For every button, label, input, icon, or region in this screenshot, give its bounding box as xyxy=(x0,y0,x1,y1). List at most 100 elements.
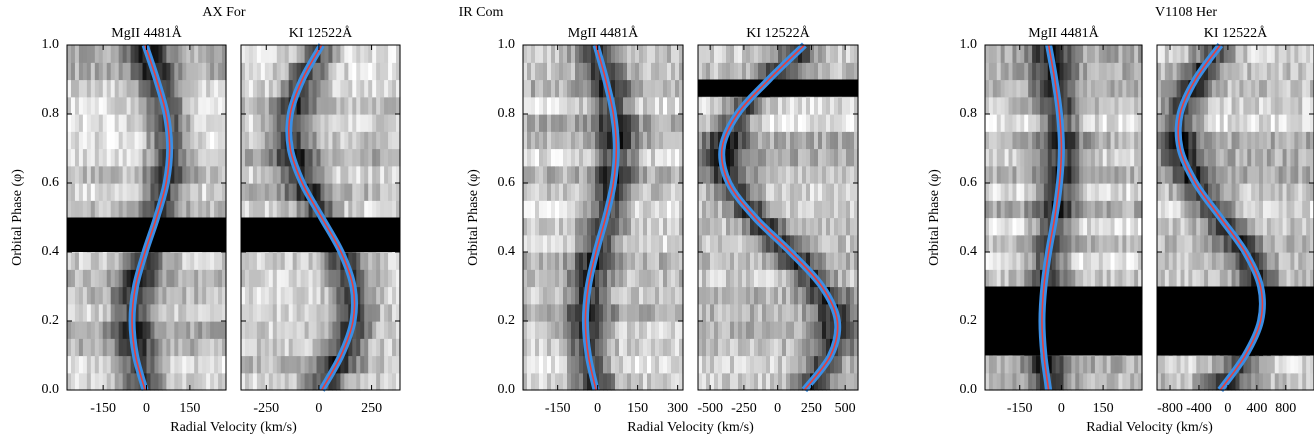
spectrum-pixel xyxy=(758,286,763,305)
spectrum-pixel xyxy=(750,114,755,132)
spectrum-pixel xyxy=(118,200,124,219)
spectrum-pixel xyxy=(90,165,96,184)
spectrum-pixel xyxy=(734,303,739,322)
spectrum-pixel xyxy=(332,252,337,270)
spectrum-pixel xyxy=(575,165,580,184)
spectrum-pixel xyxy=(110,286,116,305)
spectrum-pixel xyxy=(1098,269,1104,288)
spectrum-pixel xyxy=(158,62,163,81)
spectrum-pixel xyxy=(710,131,715,150)
spectrum-pixel xyxy=(659,338,664,357)
panel-subtitle: MgII 4481Å xyxy=(568,25,639,41)
spectrum-pixel xyxy=(555,372,560,391)
spectrum-pixel xyxy=(170,252,175,270)
spectrum-pixel xyxy=(1118,372,1123,391)
spectrum-pixel xyxy=(623,321,628,339)
spectrum-pixel xyxy=(647,114,652,132)
spectrum-pixel xyxy=(794,303,799,322)
spectrum-pixel xyxy=(336,79,341,98)
fit-curve xyxy=(131,44,171,391)
spectrum-pixel xyxy=(1083,62,1088,81)
spectrum-pixel xyxy=(1282,165,1288,184)
spectrum-pixel xyxy=(1000,252,1006,270)
spectrum-pixel xyxy=(154,183,160,201)
spectrum-pixel xyxy=(1055,234,1061,253)
spectrum-pixel xyxy=(810,96,815,115)
spectrum-pixel xyxy=(1243,183,1248,201)
spectrum-pixel xyxy=(1047,355,1053,374)
spectrum-pixel xyxy=(551,303,556,322)
spectrum-pixel xyxy=(372,183,377,201)
spectrum-pixel xyxy=(260,321,266,339)
spectrum-pixel xyxy=(1122,252,1127,270)
spectrum-pixel xyxy=(1157,200,1162,219)
spectrum-pixel xyxy=(1047,269,1053,288)
spectrum-pixel xyxy=(750,286,755,305)
spectrum-pixel xyxy=(1204,269,1209,288)
spectrum-pixel xyxy=(348,200,353,219)
spectrum-pixel xyxy=(790,148,795,167)
spectrum-pixel xyxy=(1270,148,1276,167)
spectrum-pixel xyxy=(336,286,341,305)
spectrum-pixel xyxy=(1286,165,1292,184)
spectrum-pixel xyxy=(659,269,664,288)
spectrum-pixel xyxy=(292,355,298,374)
spectrum-pixel xyxy=(992,183,998,201)
spectrum-pixel xyxy=(320,183,326,201)
spectrum-pixel xyxy=(78,165,84,184)
spectrum-pixel xyxy=(810,338,815,357)
spectrum-pixel xyxy=(1110,79,1116,98)
spectrum-pixel xyxy=(126,372,132,391)
spectrum-pixel xyxy=(316,286,322,305)
spectrum-pixel xyxy=(675,303,680,322)
spectrum-pixel xyxy=(256,338,262,357)
no-data-band xyxy=(1157,286,1314,356)
spectrum-pixel xyxy=(1055,62,1061,81)
spectrum-pixel xyxy=(738,217,743,236)
spectrum-pixel xyxy=(1008,148,1014,167)
spectrum-pixel xyxy=(623,252,628,270)
spectrum-pixel xyxy=(679,286,684,305)
spectrum-pixel xyxy=(122,372,128,391)
spectrum-pixel xyxy=(850,321,855,339)
spectrum-pixel xyxy=(170,200,175,219)
spectrum-pixel xyxy=(1262,372,1268,391)
spectrum-pixel xyxy=(838,96,843,115)
spectrum-pixel xyxy=(842,234,847,253)
spectrum-pixel xyxy=(1243,62,1248,81)
spectrum-pixel xyxy=(154,165,160,184)
spectrum-pixel xyxy=(1306,252,1311,270)
spectrum-pixel xyxy=(1215,62,1221,81)
spectrum-pixel xyxy=(619,217,624,236)
spectrum-pixel xyxy=(1160,114,1166,132)
spectrum-pixel xyxy=(174,286,179,305)
spectrum-pixel xyxy=(1063,269,1069,288)
spectrum-pixel xyxy=(1223,114,1229,132)
spectrum-pixel xyxy=(615,372,620,391)
spectrum-pixel xyxy=(1090,148,1096,167)
spectrum-pixel xyxy=(1138,45,1143,63)
spectrum-pixel xyxy=(810,148,815,167)
spectrum-pixel xyxy=(822,131,827,150)
spectrum-pixel xyxy=(214,183,219,201)
spectrum-pixel xyxy=(384,62,389,81)
spectrum-pixel xyxy=(388,338,393,357)
spectrum-pixel xyxy=(1168,114,1174,132)
spectrum-pixel xyxy=(710,114,715,132)
spectrum-pixel xyxy=(336,269,341,288)
spectrum-pixel xyxy=(754,355,759,374)
spectrum-pixel xyxy=(1008,79,1014,98)
spectrum-pixel xyxy=(260,165,266,184)
spectrum-pixel xyxy=(1180,62,1186,81)
spectrum-pixel xyxy=(1016,355,1021,374)
spectrum-pixel xyxy=(988,217,994,236)
spectrum-pixel xyxy=(288,355,294,374)
spectrum-pixel xyxy=(778,96,783,115)
spectrum-pixel xyxy=(206,183,211,201)
spectrum-pixel xyxy=(1298,165,1303,184)
spectrum-pixel xyxy=(1243,165,1248,184)
spectrum-pixel xyxy=(651,79,656,98)
spectrum-pixel xyxy=(1039,131,1045,150)
spectrum-pixel xyxy=(762,234,767,253)
spectrum-pixel xyxy=(300,96,306,115)
